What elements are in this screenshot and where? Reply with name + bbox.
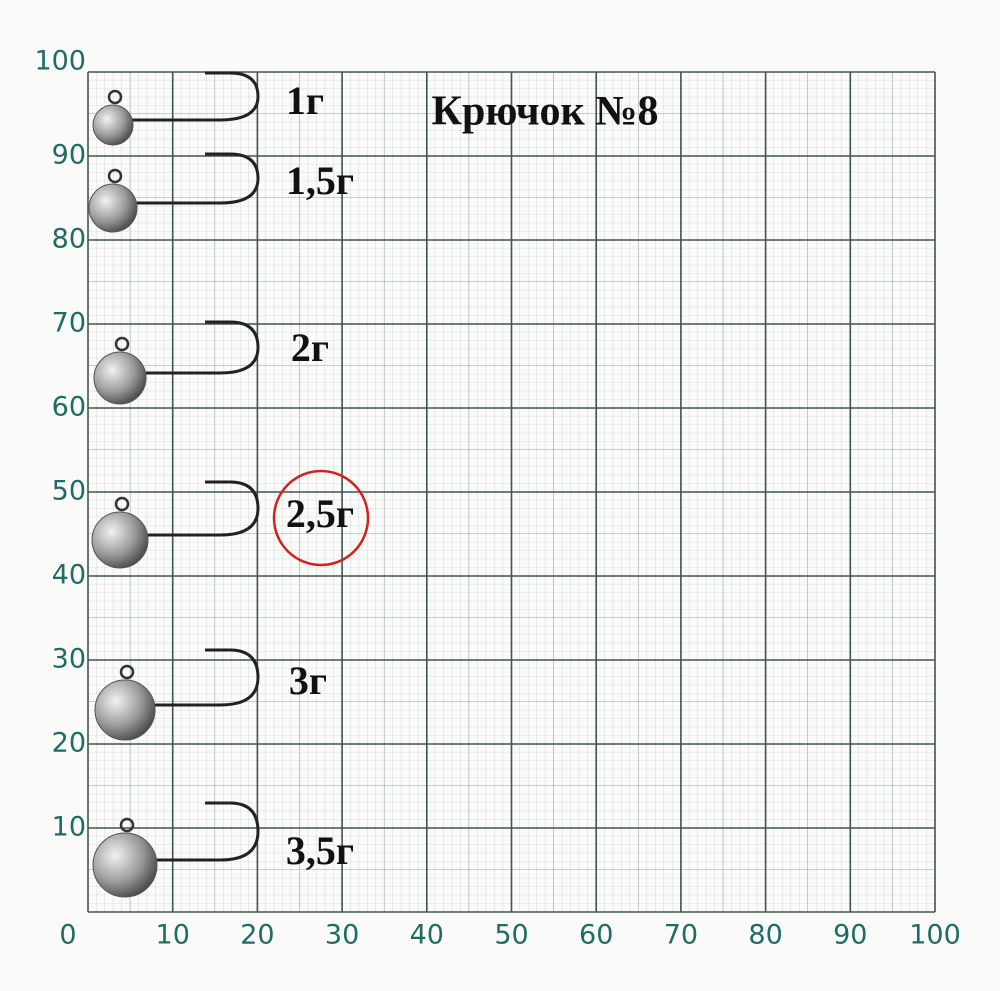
hook [153, 801, 260, 862]
hook [142, 320, 260, 375]
hook [129, 71, 260, 122]
y-tick-label: 40 [52, 560, 86, 591]
hook [151, 648, 260, 707]
weight-label: 3,5г [286, 828, 354, 873]
weight-label: 2г [291, 325, 329, 370]
weight-label: 2,5г [286, 491, 354, 536]
hook [133, 152, 260, 205]
y-tick-label: 20 [52, 728, 86, 759]
y-tick-label: 60 [52, 392, 86, 423]
title: Крючок №8 [432, 89, 659, 135]
x-tick-label: 90 [833, 920, 867, 951]
jig-head [92, 104, 134, 146]
x-tick-label: 0 [59, 920, 76, 951]
eyelet [114, 496, 130, 512]
x-tick-label: 20 [240, 920, 274, 951]
x-tick-label: 30 [325, 920, 359, 951]
y-tick-label: 30 [52, 644, 86, 675]
y-tick-label: 10 [52, 812, 86, 843]
weight-label: 3г [289, 658, 327, 703]
eyelet [119, 817, 135, 833]
x-tick-label: 40 [410, 920, 444, 951]
x-tick-label: 50 [494, 920, 528, 951]
eyelet [107, 89, 123, 105]
y-tick-label: 50 [52, 476, 86, 507]
jig-head [94, 679, 156, 741]
y-tick-label: 90 [52, 140, 86, 171]
jigs [88, 71, 260, 898]
highlight-circle [272, 469, 370, 567]
eyelet [107, 168, 123, 184]
jig-head [92, 832, 158, 898]
x-tick-label: 60 [579, 920, 613, 951]
x-tick-label: 80 [748, 920, 782, 951]
jig-head [91, 511, 149, 569]
x-tick-label: 100 [909, 920, 961, 951]
y-tick-label: 70 [52, 308, 86, 339]
jig-head [88, 183, 138, 233]
y-tick-label: 80 [52, 224, 86, 255]
eyelet [114, 336, 130, 352]
weight-label: 1г [286, 78, 324, 123]
weight-label: 1,5г [286, 158, 354, 203]
jig-head [93, 351, 147, 405]
x-tick-label: 10 [156, 920, 190, 951]
y-tick-label: 100 [34, 46, 86, 77]
eyelet [119, 664, 135, 680]
major-grid [87, 71, 936, 913]
hook [144, 480, 260, 537]
x-tick-label: 70 [664, 920, 698, 951]
